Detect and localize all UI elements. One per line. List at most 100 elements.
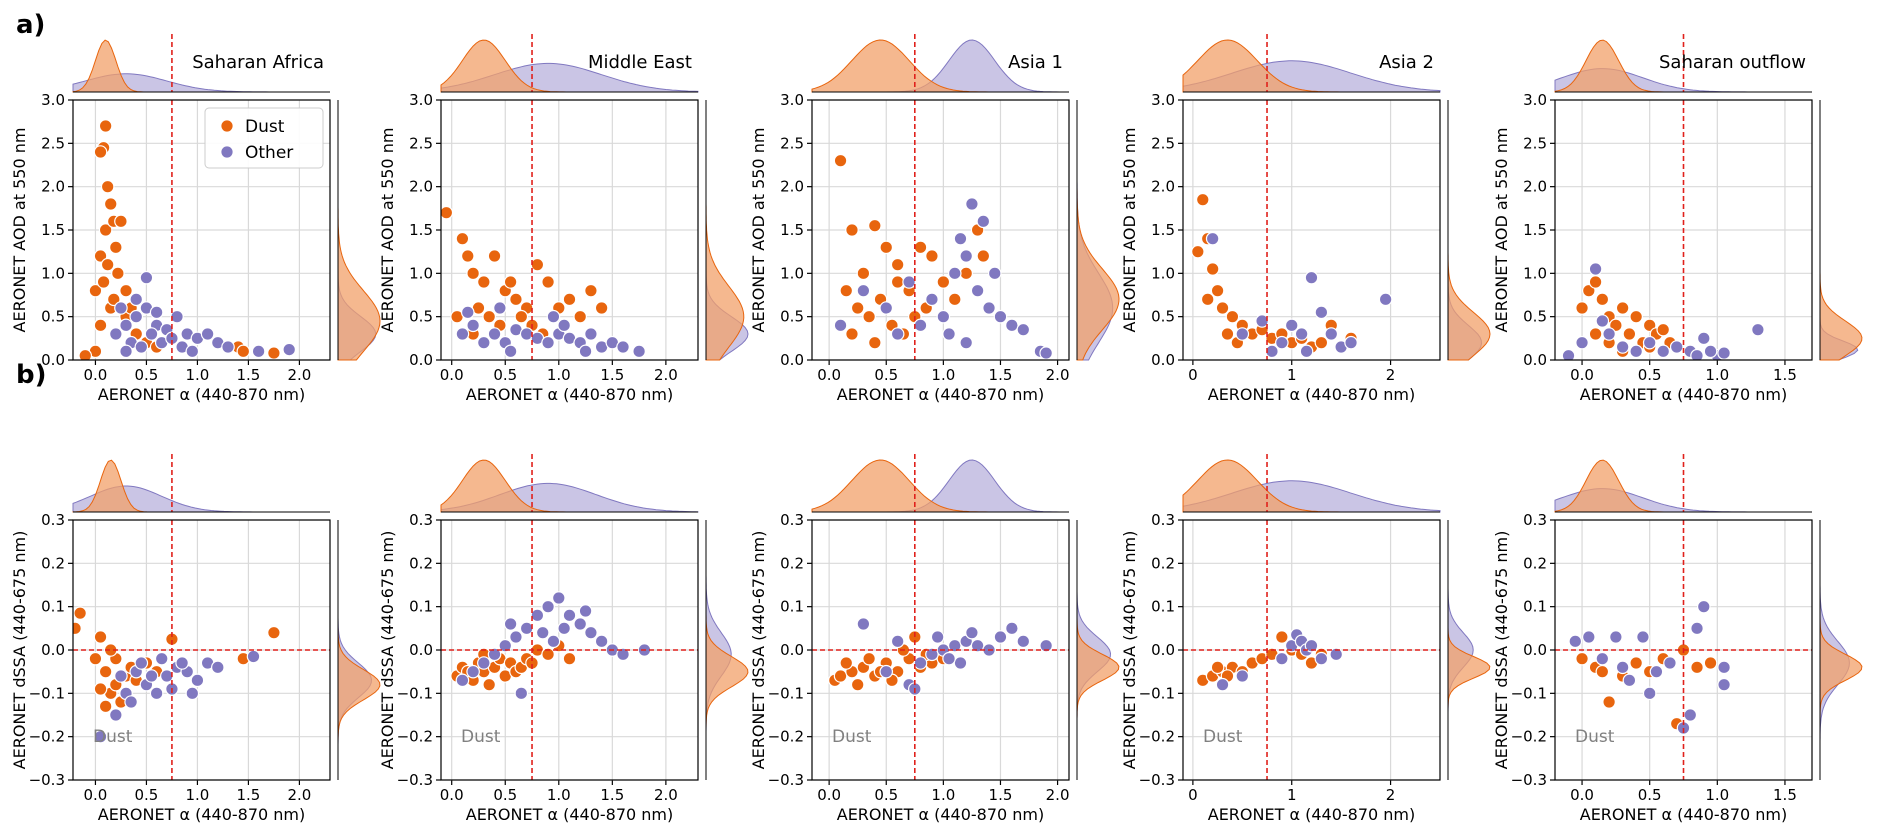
other-point	[953, 656, 968, 670]
other-point	[1329, 647, 1344, 662]
x-tick-label: 0.0	[440, 786, 464, 804]
other-point	[584, 625, 598, 640]
other-point	[93, 729, 108, 744]
dust-point	[93, 682, 108, 696]
other-point	[1582, 630, 1596, 644]
dust-point	[594, 301, 609, 315]
other-point	[1294, 327, 1309, 341]
other-point	[1275, 335, 1289, 350]
other-point	[170, 309, 184, 324]
dust-point	[93, 630, 108, 644]
y-tick-label: 0.2	[1523, 554, 1547, 572]
other-point	[541, 335, 555, 350]
legend-other-marker	[220, 145, 234, 159]
other-point	[487, 647, 502, 662]
y-tick-label: 0.1	[41, 598, 65, 616]
other-point	[993, 309, 1008, 324]
other-point	[953, 231, 968, 246]
x-axis-label: AERONET α (440-870 nm)	[98, 805, 305, 824]
subplot-a-4: 0 1 2 0.0 0.5 1.0 1.5 2.0 2.5 3.0 AERONET α (440-8…	[1120, 34, 1491, 404]
dust-point	[93, 145, 108, 159]
other-point	[557, 621, 571, 636]
other-point	[1669, 340, 1684, 354]
other-point	[970, 283, 985, 298]
dust-point	[925, 249, 939, 263]
x-tick-label: 1	[1287, 366, 1297, 384]
dust-point	[850, 677, 865, 692]
dust-point	[1314, 335, 1329, 350]
subplot-b-4: 0 1 2 −0.3 −0.2 −0.1 0.0 0.1 0.2 0.3 AERONET α (44…	[1120, 454, 1491, 824]
other-point	[1717, 346, 1731, 360]
dust-point	[1629, 309, 1643, 324]
dust-point	[98, 699, 113, 714]
dust-point	[959, 266, 973, 281]
dust-point	[541, 647, 555, 662]
y-tick-label: 0.3	[1151, 511, 1175, 529]
x-tick-label: 2.0	[1046, 786, 1070, 804]
other-point	[211, 660, 225, 675]
dust-point	[1588, 327, 1603, 341]
other-point	[1255, 314, 1269, 328]
scatter-layer	[1568, 599, 1731, 735]
y-tick-label: 0.2	[1151, 554, 1175, 572]
x-tick-label: 1.0	[1705, 786, 1729, 804]
dust-point	[466, 266, 480, 281]
other-point	[1642, 335, 1657, 350]
y-tick-label: 3.0	[41, 91, 65, 109]
y-tick-label: −0.1	[1139, 684, 1175, 702]
other-point	[1622, 673, 1637, 688]
other-point	[200, 327, 215, 341]
other-point	[134, 340, 149, 354]
y-tick-label: 0.1	[1151, 598, 1175, 616]
other-point	[514, 686, 529, 701]
other-point	[573, 617, 588, 631]
other-point	[487, 327, 502, 341]
x-tick-label: 0.5	[134, 366, 158, 384]
dust-point	[562, 292, 577, 307]
other-point	[1690, 621, 1704, 636]
other-point	[154, 651, 169, 666]
other-point	[1005, 318, 1019, 333]
dust-point	[879, 240, 894, 255]
y-tick-label: −0.2	[1511, 728, 1547, 746]
dust-point	[100, 257, 115, 272]
dust-point	[1595, 664, 1610, 679]
y-tick-label: 0.5	[409, 308, 433, 326]
x-tick-label: 0.0	[84, 786, 108, 804]
other-point	[1703, 344, 1718, 359]
dust-point	[839, 283, 854, 298]
y-tick-label: 1.0	[1523, 264, 1547, 282]
dust-point	[890, 257, 905, 272]
plot-frame	[1554, 519, 1813, 781]
y-tick-label: −0.3	[1511, 771, 1547, 789]
y-tick-label: 1.5	[1151, 221, 1175, 239]
subplot-a-5: 0.0 0.5 1.0 1.5 0.0 0.5 1.0 1.5 2.0 2.5 3.0 AERONET…	[1492, 34, 1863, 404]
y-tick-label: 1.0	[1151, 264, 1175, 282]
dust-point	[868, 218, 882, 233]
y-tick-label: 2.0	[1523, 178, 1547, 196]
other-point	[1663, 656, 1677, 670]
other-point	[890, 327, 905, 341]
dust-point	[1205, 262, 1220, 276]
x-tick-label: 1.0	[185, 786, 209, 804]
other-point	[987, 266, 1002, 281]
dust-point	[1629, 656, 1643, 670]
other-point	[925, 292, 939, 307]
y-tick-label: 0.0	[1523, 351, 1547, 369]
x-tick-label: 0.5	[874, 366, 898, 384]
other-point	[546, 309, 561, 324]
other-point	[1629, 344, 1643, 359]
dust-point	[236, 344, 251, 359]
other-point	[546, 634, 561, 649]
dust-point	[119, 283, 133, 298]
other-point	[477, 335, 491, 350]
y-tick-label: 2.5	[409, 134, 433, 152]
dust-point	[1656, 322, 1671, 337]
other-point	[551, 591, 566, 605]
dust-point	[109, 240, 123, 255]
dust-point	[1210, 283, 1225, 298]
other-point	[1656, 344, 1671, 359]
y-tick-label: 0.1	[1523, 598, 1547, 616]
legend-dust-label: Dust	[245, 117, 285, 137]
dust-point	[530, 257, 545, 272]
